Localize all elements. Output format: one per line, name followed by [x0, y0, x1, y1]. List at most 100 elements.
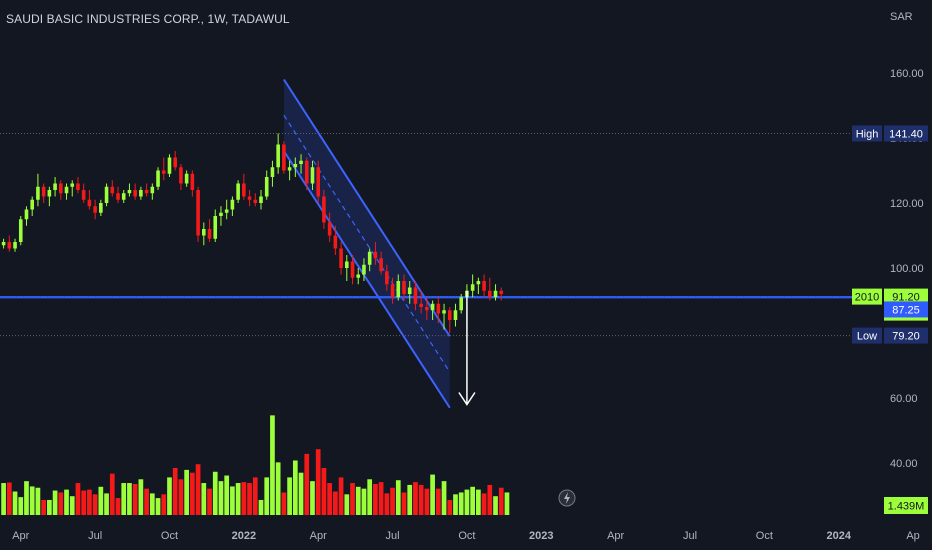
volume-bar — [498, 487, 504, 515]
candle-body — [247, 196, 252, 200]
volume-bar — [98, 486, 104, 515]
time-axis-tick-label: Oct — [458, 530, 475, 542]
candle-body — [116, 193, 120, 200]
parallel-channel[interactable] — [283, 78, 451, 409]
candle-body — [310, 167, 315, 184]
volume-bar — [178, 479, 184, 515]
time-axis-tick-label: Jul — [386, 530, 400, 542]
high-label-badge: High — [856, 128, 879, 140]
candle-body — [81, 190, 86, 200]
volume-bar — [212, 471, 218, 515]
candle-body — [488, 290, 492, 298]
candle-body — [396, 281, 401, 298]
candle-body — [59, 183, 63, 194]
channel-lower-line[interactable] — [283, 150, 451, 409]
volume-bar — [224, 475, 230, 515]
volume-bar — [138, 479, 144, 515]
low-label-badge: Low — [857, 331, 877, 343]
chart-overlays — [558, 489, 576, 507]
candle-body — [104, 186, 109, 203]
volume-badge: 1.439M — [888, 501, 925, 513]
candle-body — [24, 209, 29, 220]
volume-bar — [201, 483, 207, 515]
volume-bar — [504, 492, 510, 515]
volume-bar — [350, 483, 355, 515]
candle-body — [442, 310, 446, 314]
candle-body — [173, 157, 177, 168]
volume-bar — [167, 477, 172, 515]
time-axis-tick-label: Oct — [756, 530, 773, 542]
candle-body — [47, 190, 52, 197]
price-axis-tick-label: 40.00 — [890, 458, 918, 470]
lightning-icon[interactable] — [558, 489, 576, 507]
volume-bar — [270, 415, 275, 515]
volume-bar — [207, 488, 212, 515]
volume-bar — [241, 482, 247, 515]
candle-body — [322, 196, 326, 223]
candle-body — [161, 170, 166, 174]
candle-body — [64, 186, 69, 194]
volume-bar — [92, 494, 98, 515]
volume-bar — [275, 462, 281, 515]
candle-body — [53, 183, 57, 190]
time-axis[interactable]: Apr Jul Oct 2022 Apr Jul Oct 2023 Apr Jul Oct 2024 A… — [12, 530, 920, 542]
candle-body — [470, 284, 475, 291]
candle-body — [36, 186, 40, 200]
candle-body — [70, 183, 75, 187]
candle-body — [390, 284, 395, 298]
candle-body — [253, 199, 258, 203]
candle-body — [282, 144, 286, 171]
volume-bar — [355, 486, 361, 515]
channel-upper-line[interactable] — [283, 78, 451, 337]
volume-bar — [184, 469, 189, 515]
candle-body — [1, 242, 6, 246]
time-axis-tick-label: Apr — [12, 530, 29, 542]
volume-bar — [127, 483, 132, 515]
candle-body — [242, 183, 246, 197]
time-axis-tick-label: Ap — [906, 530, 919, 542]
candle-body — [133, 190, 137, 197]
candle-body — [93, 206, 97, 213]
candle-body — [167, 157, 172, 174]
price-axis[interactable]: SAR40.0060.0080.00100.00120.00140.00160.… — [890, 11, 924, 470]
candle-body — [447, 310, 452, 320]
volume-bar — [12, 491, 18, 515]
volume-bar — [453, 494, 458, 515]
volume-bar — [149, 493, 155, 515]
volume-bar — [430, 474, 435, 515]
volume-bar — [258, 499, 264, 515]
candle-body — [493, 290, 498, 298]
volume-bar — [69, 496, 75, 515]
candle-body — [299, 160, 303, 164]
arrow-head[interactable] — [458, 392, 476, 406]
volume-bar — [315, 449, 321, 515]
low-label-badge-bg — [852, 327, 882, 344]
symbol-badge-bg — [852, 288, 882, 305]
candle-body — [144, 190, 149, 194]
candle-body — [259, 196, 263, 203]
candle-body — [379, 258, 383, 272]
volume-bar — [144, 488, 149, 515]
candle-body — [179, 167, 183, 184]
candle-body — [150, 186, 155, 194]
volume-bar — [87, 489, 92, 515]
volume-bar — [52, 490, 58, 515]
channel-middle-line[interactable] — [283, 114, 451, 373]
candle-body — [270, 167, 275, 177]
volume-bar — [321, 468, 327, 515]
candle-body — [30, 199, 34, 210]
candle-body — [419, 303, 423, 307]
target-arrow[interactable] — [458, 290, 476, 406]
volume-bar — [64, 489, 69, 515]
candle-body — [18, 219, 23, 242]
candle-body — [367, 251, 372, 265]
volume-bar — [47, 499, 52, 515]
volume-bars — [1, 415, 510, 515]
candle-body — [87, 199, 92, 207]
channel-fill — [283, 79, 450, 408]
candle-body — [345, 261, 349, 268]
candle-body — [264, 177, 269, 197]
candle-body — [304, 160, 309, 184]
